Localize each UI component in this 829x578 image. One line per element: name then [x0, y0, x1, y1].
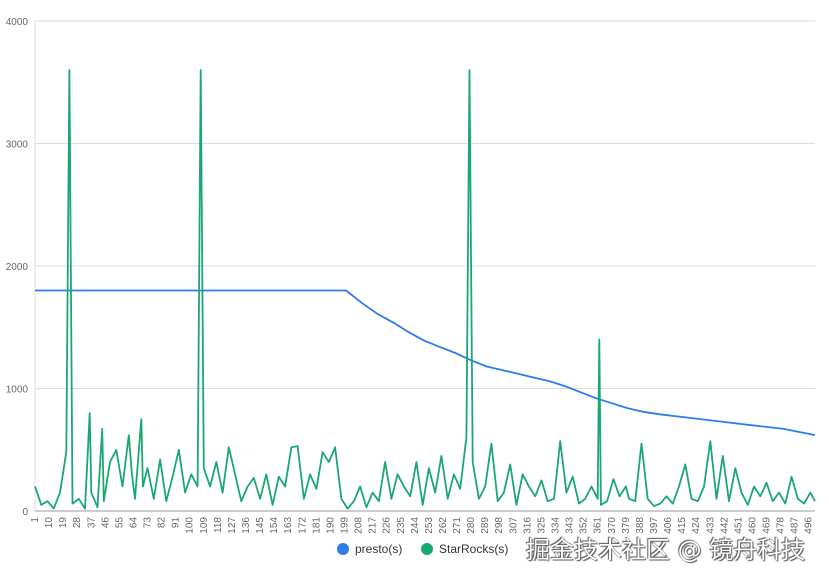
x-tick-label: 406: [663, 517, 674, 534]
x-tick-label: 46: [100, 517, 111, 529]
legend-item-starrocks[interactable]: StarRocks(s): [421, 542, 508, 556]
x-tick-label: 181: [311, 517, 322, 534]
x-tick-label: 271: [452, 517, 463, 534]
x-tick-label: 100: [185, 517, 196, 534]
x-tick-label: 433: [705, 517, 716, 534]
x-tick-label: 208: [354, 517, 365, 534]
x-tick-label: 235: [396, 517, 407, 534]
x-tick-label: 10: [44, 517, 55, 529]
x-tick-label: 352: [579, 517, 590, 534]
x-tick-label: 145: [255, 517, 266, 534]
x-tick-label: 424: [691, 517, 702, 534]
x-tick-label: 109: [199, 517, 210, 534]
legend-dot-starrocks: [421, 543, 433, 555]
series-line-presto: [35, 289, 816, 436]
x-tick-label: 487: [790, 517, 801, 534]
x-tick-label: 55: [114, 517, 125, 529]
legend-item-presto[interactable]: presto(s): [337, 542, 402, 556]
x-tick-label: 361: [593, 517, 604, 534]
x-tick-label: 478: [776, 517, 787, 534]
x-tick-label: 244: [410, 517, 421, 534]
x-tick-label: 298: [494, 517, 505, 534]
x-tick-label: 334: [551, 517, 562, 534]
x-tick-label: 262: [438, 517, 449, 534]
x-tick-label: 370: [607, 517, 618, 534]
y-tick-label: 4000: [6, 17, 29, 28]
x-tick-label: 1: [30, 517, 41, 523]
x-tick-label: 73: [143, 517, 154, 529]
x-tick-label: 154: [269, 517, 280, 534]
legend-label-presto: presto(s): [355, 542, 403, 556]
x-tick-label: 190: [325, 517, 336, 534]
x-tick-label: 253: [424, 517, 435, 534]
x-tick-label: 460: [747, 517, 758, 534]
legend-dot-presto: [337, 543, 349, 555]
x-tick-label: 91: [171, 517, 182, 529]
legend-label-starrocks: StarRocks(s): [439, 542, 509, 556]
x-tick-label: 172: [297, 517, 308, 534]
x-tick-label: 469: [762, 517, 773, 534]
series-line-starrocks: [34, 69, 816, 510]
x-tick-label: 37: [86, 517, 97, 529]
x-tick-label: 64: [128, 517, 139, 529]
x-tick-label: 226: [382, 517, 393, 534]
x-tick-label: 388: [635, 517, 646, 534]
watermark: 掘金技术社区 @ 镜舟科技: [526, 536, 806, 564]
x-tick-label: 127: [227, 517, 238, 534]
x-tick-label: 280: [466, 517, 477, 534]
y-tick-label: 1000: [6, 385, 29, 396]
x-tick-label: 343: [565, 517, 576, 534]
x-tick-label: 496: [804, 517, 815, 534]
x-tick-label: 199: [339, 517, 350, 534]
x-tick-label: 289: [480, 517, 491, 534]
x-tick-label: 325: [536, 517, 547, 534]
x-tick-label: 19: [58, 517, 69, 529]
x-tick-label: 28: [72, 517, 83, 529]
x-tick-label: 316: [522, 517, 533, 534]
x-tick-label: 415: [677, 517, 688, 534]
y-tick-label: 3000: [6, 140, 29, 151]
x-tick-label: 379: [621, 517, 632, 534]
x-tick-label: 397: [649, 517, 660, 534]
y-tick-label: 2000: [6, 262, 29, 273]
x-tick-label: 442: [719, 517, 730, 534]
x-tick-label: 451: [733, 517, 744, 534]
x-tick-label: 118: [213, 517, 224, 533]
x-tick-label: 163: [283, 517, 294, 534]
x-tick-label: 136: [241, 517, 252, 534]
x-tick-label: 82: [157, 517, 168, 529]
x-tick-label: 217: [368, 517, 379, 534]
x-tick-label: 307: [508, 517, 519, 534]
y-tick-label: 0: [22, 507, 28, 518]
